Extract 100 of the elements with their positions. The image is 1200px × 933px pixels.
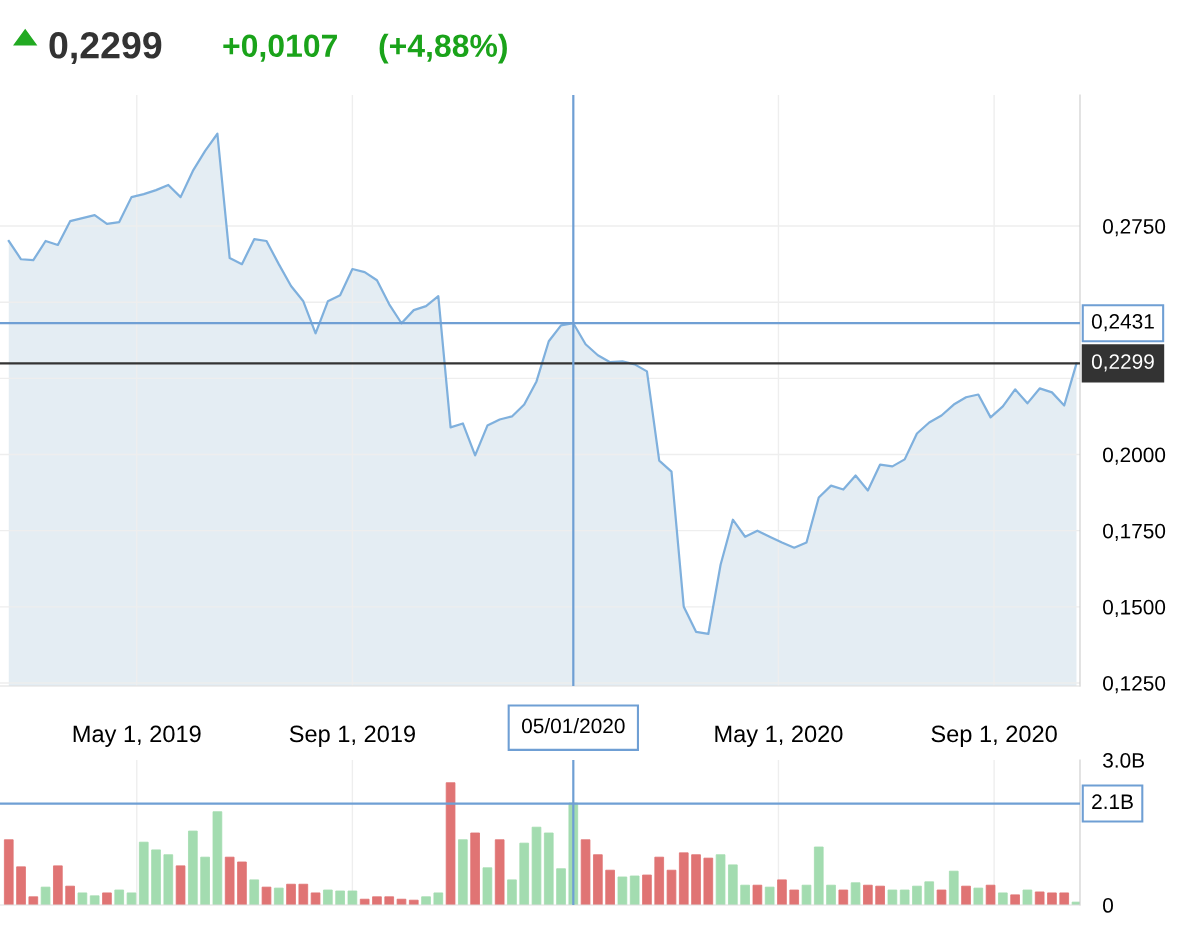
bar [3, 839, 14, 906]
y-tick-label: 0,2750 [1103, 219, 1166, 237]
bar [617, 876, 628, 906]
bar [580, 839, 591, 906]
bar [777, 879, 787, 906]
bar [188, 830, 198, 906]
bar [654, 856, 665, 906]
bar [948, 870, 959, 906]
bar [912, 885, 922, 906]
bar [224, 856, 235, 906]
bar [740, 884, 750, 906]
bar [728, 864, 738, 906]
bar [543, 832, 554, 906]
bar [433, 892, 444, 906]
bar [212, 811, 223, 906]
bar [200, 856, 210, 906]
chart-title: 0,2299 [49, 32, 162, 65]
bar [973, 887, 984, 906]
bar [605, 869, 615, 906]
bar [887, 889, 898, 906]
y-tick-label: 0,1250 [1103, 675, 1166, 694]
bar [703, 857, 714, 906]
bar [470, 832, 480, 906]
bar [323, 889, 333, 906]
bar [961, 885, 971, 906]
x-tick-label: Sep 1, 2019 [289, 725, 415, 747]
ref-line-label: 2.1B [1092, 794, 1133, 809]
bar [801, 884, 812, 906]
bar [445, 782, 456, 906]
bar [826, 884, 836, 906]
bar [335, 890, 345, 906]
bar [384, 896, 395, 906]
y-tick-label: 0 [1103, 898, 1113, 913]
bar [482, 867, 493, 906]
bar [138, 841, 149, 906]
bar [715, 854, 726, 906]
bar [924, 881, 935, 906]
text: +0,0107 [223, 34, 337, 62]
bar [519, 842, 530, 906]
bar [273, 887, 284, 906]
bar [899, 889, 910, 906]
bar [372, 896, 382, 906]
bar [1034, 891, 1045, 906]
bar [175, 865, 186, 906]
text: (+4,88%) [379, 33, 507, 64]
bar [114, 889, 125, 906]
bar [298, 883, 309, 906]
bar [53, 865, 63, 906]
x-tick-label: May 1, 2019 [73, 725, 201, 747]
bar [28, 896, 39, 906]
bar [151, 849, 161, 906]
bar [678, 852, 689, 906]
bar [458, 839, 468, 906]
bar [237, 861, 247, 906]
bar [1010, 894, 1020, 906]
bar [421, 896, 431, 906]
bar [666, 869, 677, 906]
bar [261, 886, 272, 906]
y-tick-label: 0,1500 [1103, 599, 1166, 618]
y-tick-label: 0,1750 [1103, 523, 1166, 541]
bar [593, 854, 603, 906]
y-tick-label: 3.0B [1103, 753, 1144, 768]
bar [875, 885, 885, 906]
bar [89, 895, 100, 906]
bar [1022, 889, 1033, 906]
bar [249, 879, 260, 906]
bar [16, 866, 26, 906]
bar [764, 886, 775, 906]
bar [863, 884, 873, 906]
ref-line-label: 0,2299 [1091, 354, 1154, 372]
bar [998, 892, 1008, 906]
bar [65, 885, 75, 906]
bar [985, 884, 996, 906]
bar [1047, 892, 1057, 906]
bar [494, 839, 505, 906]
bar [396, 898, 407, 906]
bar [40, 886, 51, 906]
x-tick-label: Sep 1, 2020 [931, 725, 1057, 747]
bar [642, 874, 652, 906]
bar [850, 882, 861, 906]
bar [838, 889, 849, 906]
bar [556, 868, 566, 906]
bar [310, 892, 321, 906]
bar [691, 854, 701, 906]
bar [629, 875, 640, 906]
bar [102, 892, 112, 906]
bar [752, 884, 763, 906]
bar [531, 826, 542, 906]
bar [507, 879, 517, 906]
ref-line-label: 0,2431 [1091, 314, 1154, 332]
bar [813, 846, 824, 906]
bar [789, 889, 800, 906]
bar [77, 892, 88, 906]
ref-line-label: 05/01/2020 [522, 717, 625, 734]
bar [163, 854, 174, 906]
bar [1059, 892, 1070, 906]
x-tick-label: May 1, 2020 [715, 725, 843, 747]
y-tick-label: 0,2000 [1103, 447, 1166, 465]
bar [126, 892, 137, 906]
bar [936, 889, 947, 906]
